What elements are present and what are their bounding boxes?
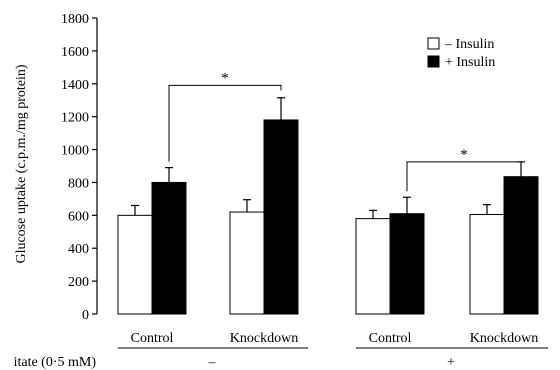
factor-axis: itate (0·5 mM) – + bbox=[14, 355, 455, 370]
significance-annotations: ** bbox=[168, 70, 522, 192]
y-axis: 0 200 400 600 800 1000 1200 1400 1600 1800 bbox=[61, 12, 98, 323]
bar-plus-insulin bbox=[151, 181, 187, 315]
y-tick-label: 0 bbox=[82, 308, 89, 323]
bar-plus-insulin bbox=[389, 213, 425, 315]
significance-bracket bbox=[168, 84, 282, 162]
y-axis-label: Glucose uptake (c.p.m./mg protein) bbox=[14, 64, 29, 263]
bars bbox=[117, 97, 539, 315]
x-category-label: Control bbox=[131, 331, 174, 346]
significance-star: * bbox=[460, 147, 468, 163]
factor-level-plus: + bbox=[447, 355, 455, 370]
x-category-label: Knockdown bbox=[230, 331, 298, 346]
bar-plus-insulin bbox=[503, 176, 539, 315]
y-tick-label: 1400 bbox=[61, 78, 89, 93]
x-axis-categories: Control Knockdown Control Knockdown bbox=[118, 331, 548, 349]
y-tick-label: 600 bbox=[68, 209, 89, 224]
legend: – Insulin + Insulin bbox=[427, 37, 495, 70]
significance-bracket bbox=[406, 161, 522, 192]
y-tick-label: 1200 bbox=[61, 111, 89, 126]
y-tick-label: 1800 bbox=[61, 12, 89, 27]
x-category-label: Control bbox=[369, 331, 412, 346]
legend-label-plus-insulin: + Insulin bbox=[445, 55, 495, 70]
legend-swatch-minus-insulin bbox=[427, 37, 440, 50]
legend-label-minus-insulin: – Insulin bbox=[444, 37, 494, 52]
y-tick-label: 1000 bbox=[61, 144, 89, 159]
y-tick-label: 400 bbox=[68, 242, 89, 257]
y-tick-label: 200 bbox=[68, 275, 89, 290]
y-tick-label: 800 bbox=[68, 176, 89, 191]
bar-minus-insulin bbox=[229, 211, 265, 315]
bar-plus-insulin bbox=[263, 119, 299, 315]
bar-minus-insulin bbox=[355, 218, 391, 315]
factor-level-minus: – bbox=[208, 355, 217, 370]
bar-minus-insulin bbox=[117, 214, 153, 315]
x-category-label: Knockdown bbox=[470, 331, 538, 346]
factor-label: itate (0·5 mM) bbox=[14, 355, 97, 370]
y-tick-label: 1600 bbox=[61, 45, 89, 60]
significance-star: * bbox=[221, 70, 229, 86]
bar-minus-insulin bbox=[469, 214, 505, 315]
legend-swatch-plus-insulin bbox=[427, 55, 440, 68]
